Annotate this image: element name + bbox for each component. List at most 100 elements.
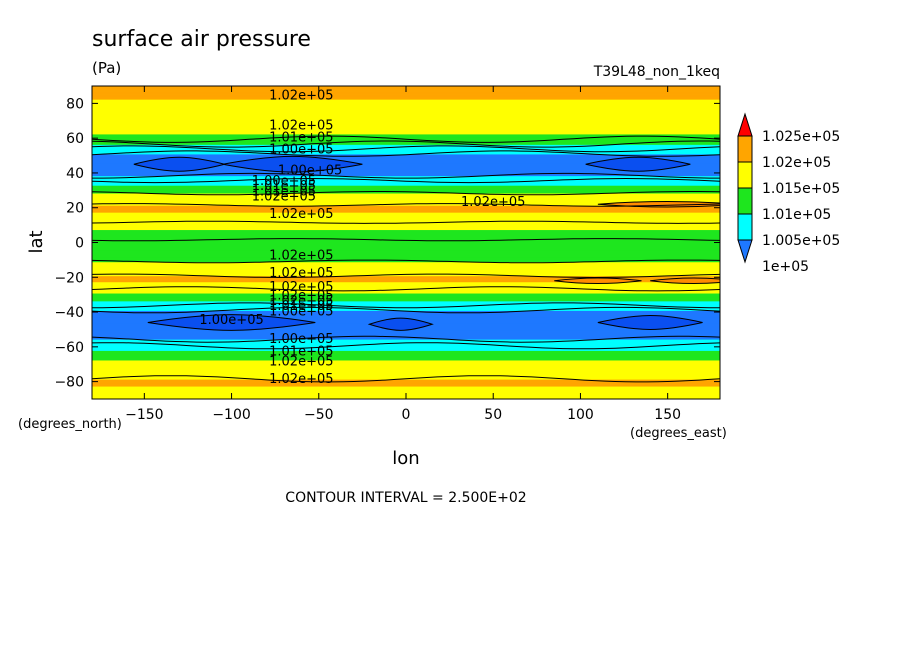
contour-line: [92, 286, 720, 292]
pressure-band: [92, 103, 720, 105]
pressure-band: [92, 173, 720, 176]
pressure-band: [92, 340, 720, 343]
contour-line: [92, 302, 720, 309]
pressure-band: [92, 242, 720, 244]
pressure-band: [92, 381, 720, 384]
pressure-band: [92, 192, 720, 195]
contour-label: 1.02e+05: [269, 118, 333, 133]
pressure-band: [92, 106, 720, 109]
pressure-band: [92, 175, 720, 178]
pressure-band: [92, 178, 720, 180]
pressure-band: [92, 119, 720, 121]
pressure-band: [92, 135, 720, 138]
x-tick-label: −50: [304, 407, 334, 423]
pressure-band: [92, 280, 720, 283]
pressure-band: [92, 152, 720, 154]
contour-label: 1.00e+05: [278, 163, 342, 178]
pressure-band: [92, 301, 720, 304]
pressure-band: [92, 229, 720, 231]
contour-label: 1.02e+05: [269, 294, 333, 309]
pressure-band: [92, 192, 720, 194]
pressure-band: [92, 286, 720, 289]
pressure-band: [92, 130, 720, 132]
low-pressure-cell: [147, 314, 316, 331]
pressure-band: [92, 208, 720, 211]
x-tick-label: 0: [402, 407, 411, 423]
pressure-band: [92, 168, 720, 171]
pressure-band: [92, 181, 720, 184]
pressure-band: [92, 215, 720, 218]
pressure-band: [92, 142, 720, 144]
contour-line: [92, 150, 720, 157]
pressure-band: [92, 374, 720, 377]
pressure-band: [92, 247, 720, 250]
pressure-band: [92, 105, 720, 107]
colorbar-label: 1.01e+05: [762, 207, 831, 223]
pressure-band: [92, 97, 720, 99]
pressure-band: [92, 249, 720, 251]
contour-label: 1.02e+05: [252, 190, 316, 205]
pressure-band: [92, 219, 720, 222]
pressure-band: [92, 361, 720, 364]
pressure-band: [92, 267, 720, 270]
pressure-band: [92, 265, 720, 268]
y-tick-label: −40: [54, 305, 84, 321]
pressure-band: [92, 202, 720, 204]
pressure-band: [92, 115, 720, 118]
pressure-band: [92, 296, 720, 298]
x-axis-title: lon: [392, 448, 419, 469]
pressure-band: [92, 252, 720, 254]
pressure-band: [92, 346, 720, 349]
pressure-band: [92, 198, 720, 200]
pressure-band: [92, 228, 720, 231]
pressure-band: [92, 125, 720, 127]
contour-line: [92, 135, 720, 143]
high-pressure-cell: [650, 277, 720, 285]
pressure-band: [92, 369, 720, 371]
pressure-band: [92, 370, 720, 372]
pressure-band: [92, 245, 720, 247]
pressure-band: [92, 240, 720, 243]
pressure-band: [92, 223, 720, 225]
pressure-band: [92, 146, 720, 149]
pressure-band: [92, 303, 720, 305]
pressure-band: [92, 165, 720, 167]
chart-title: surface air pressure: [92, 27, 311, 52]
contour-line: [92, 191, 720, 196]
pressure-band: [92, 295, 720, 298]
colorbar-swatch: [737, 135, 753, 163]
pressure-band: [92, 118, 720, 120]
pressure-band: [92, 136, 720, 138]
pressure-band: [92, 182, 720, 184]
pressure-band: [92, 92, 720, 95]
pressure-band: [92, 172, 720, 175]
low-pressure-cell: [222, 155, 363, 173]
pressure-band: [92, 120, 720, 123]
contour-label: 1.02e+05: [269, 289, 333, 304]
pressure-band: [92, 137, 720, 139]
pressure-band: [92, 205, 720, 208]
pressure-band: [92, 214, 720, 217]
pressure-band: [92, 364, 720, 366]
contour-line: [92, 145, 720, 153]
pressure-band: [92, 312, 720, 314]
pressure-band: [92, 365, 720, 368]
pressure-band: [92, 385, 720, 388]
pressure-band: [92, 271, 720, 273]
pressure-band: [92, 279, 720, 281]
y-tick-label: 80: [66, 96, 84, 112]
pressure-band: [92, 171, 720, 173]
pressure-band: [92, 252, 720, 255]
contour-label: 1.02e+05: [269, 207, 333, 222]
pressure-band: [92, 331, 720, 333]
pressure-band: [92, 299, 720, 302]
pressure-band: [92, 276, 720, 278]
contour-line: [92, 273, 720, 279]
pressure-band: [92, 112, 720, 115]
pressure-band: [92, 365, 720, 367]
pressure-band: [92, 94, 720, 97]
y-tick-label: −60: [54, 340, 84, 356]
pressure-band: [92, 307, 720, 310]
pressure-band: [92, 387, 720, 390]
pressure-band: [92, 268, 720, 271]
